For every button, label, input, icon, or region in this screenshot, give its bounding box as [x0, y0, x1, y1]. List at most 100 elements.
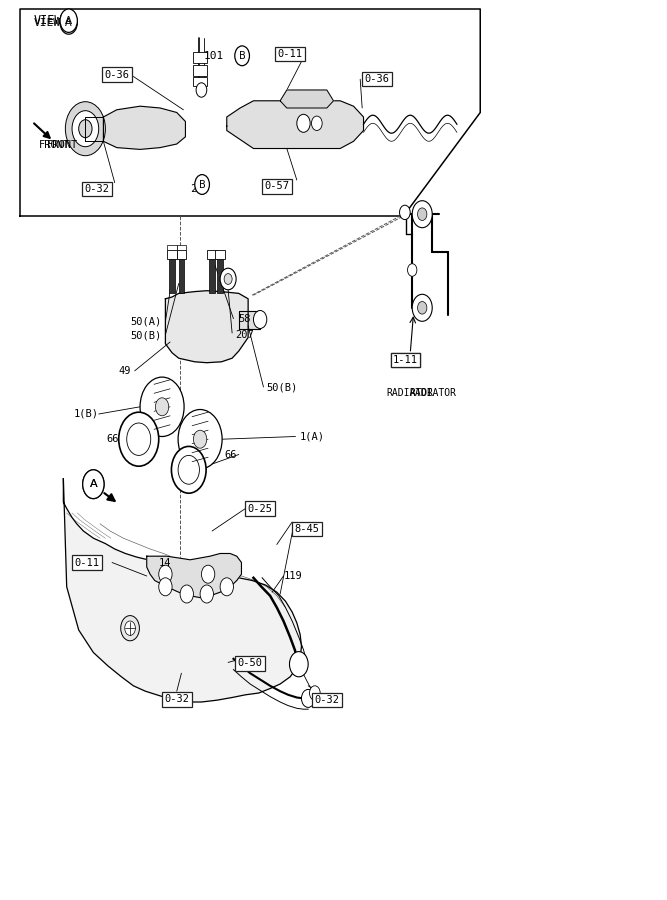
- Text: 58: 58: [239, 313, 251, 324]
- Text: A: A: [89, 479, 97, 490]
- Circle shape: [180, 585, 193, 603]
- Polygon shape: [147, 554, 241, 598]
- Circle shape: [311, 116, 322, 130]
- Circle shape: [72, 111, 99, 147]
- Circle shape: [60, 9, 77, 32]
- Bar: [167, 250, 177, 259]
- Text: 1(A): 1(A): [300, 431, 325, 442]
- Circle shape: [79, 120, 92, 138]
- Text: 49: 49: [119, 365, 131, 376]
- Bar: [169, 259, 175, 293]
- Circle shape: [418, 302, 427, 314]
- Text: 1-11: 1-11: [393, 355, 418, 365]
- Text: 50(B): 50(B): [130, 330, 161, 341]
- Text: 119: 119: [283, 571, 302, 581]
- Circle shape: [201, 565, 215, 583]
- Text: 0-25: 0-25: [247, 503, 273, 514]
- Text: 0-57: 0-57: [264, 181, 289, 192]
- Circle shape: [235, 46, 249, 66]
- Text: 50(B): 50(B): [267, 382, 298, 392]
- Bar: [215, 250, 225, 259]
- Text: 66: 66: [107, 434, 119, 445]
- Circle shape: [195, 175, 209, 194]
- Text: 0-11: 0-11: [74, 557, 99, 568]
- Text: 8-45: 8-45: [294, 524, 319, 535]
- Text: 1-11: 1-11: [393, 355, 418, 365]
- Circle shape: [412, 201, 432, 228]
- Bar: [217, 259, 223, 293]
- Polygon shape: [239, 310, 260, 328]
- Text: B: B: [199, 179, 205, 190]
- Text: RADIATOR: RADIATOR: [386, 388, 433, 399]
- Circle shape: [125, 621, 135, 635]
- Text: 0-50: 0-50: [237, 658, 263, 669]
- Circle shape: [200, 585, 213, 603]
- Circle shape: [297, 114, 310, 132]
- Circle shape: [159, 578, 172, 596]
- Circle shape: [301, 689, 315, 707]
- Polygon shape: [227, 101, 364, 148]
- Circle shape: [253, 310, 267, 328]
- Text: B: B: [239, 50, 245, 61]
- Polygon shape: [103, 106, 185, 149]
- Text: VIEW: VIEW: [33, 14, 62, 27]
- Circle shape: [119, 412, 159, 466]
- Circle shape: [289, 652, 308, 677]
- Bar: [207, 250, 217, 259]
- Bar: [209, 259, 215, 293]
- Text: 1(B): 1(B): [73, 409, 98, 419]
- Text: 0-32: 0-32: [84, 184, 109, 194]
- Text: 0-32: 0-32: [164, 694, 189, 705]
- Circle shape: [83, 470, 104, 499]
- Circle shape: [224, 274, 232, 284]
- Bar: [177, 250, 186, 259]
- Polygon shape: [280, 90, 334, 108]
- Polygon shape: [85, 117, 103, 141]
- Polygon shape: [165, 291, 248, 363]
- Bar: [193, 76, 207, 86]
- Polygon shape: [20, 9, 480, 216]
- Text: 0-11: 0-11: [277, 49, 303, 59]
- Circle shape: [418, 208, 427, 220]
- Text: 0-36: 0-36: [364, 74, 390, 85]
- Circle shape: [83, 470, 104, 499]
- Circle shape: [309, 686, 320, 700]
- Bar: [177, 245, 186, 250]
- Circle shape: [408, 264, 417, 276]
- Text: 207: 207: [235, 329, 253, 340]
- Text: FRONT: FRONT: [39, 140, 70, 150]
- Text: 0-36: 0-36: [104, 69, 129, 80]
- Text: A: A: [65, 15, 72, 26]
- Polygon shape: [63, 479, 301, 702]
- Bar: [193, 65, 207, 76]
- Text: A: A: [89, 479, 97, 490]
- Bar: [193, 52, 207, 63]
- Circle shape: [60, 11, 77, 34]
- Text: 66: 66: [224, 449, 237, 460]
- Bar: [179, 259, 184, 293]
- Bar: [167, 245, 177, 250]
- Circle shape: [400, 205, 410, 220]
- Text: 287: 287: [190, 184, 210, 194]
- Text: RADIATOR: RADIATOR: [410, 388, 456, 399]
- Text: A: A: [65, 17, 72, 28]
- Circle shape: [171, 446, 206, 493]
- Circle shape: [412, 294, 432, 321]
- Circle shape: [220, 578, 233, 596]
- Circle shape: [121, 616, 139, 641]
- Text: VIEW: VIEW: [33, 17, 60, 28]
- Circle shape: [140, 377, 184, 436]
- Circle shape: [159, 565, 172, 583]
- Circle shape: [155, 398, 169, 416]
- Circle shape: [193, 430, 207, 448]
- Circle shape: [220, 268, 236, 290]
- Text: 0-32: 0-32: [314, 695, 340, 706]
- Circle shape: [178, 455, 199, 484]
- Text: 50(A): 50(A): [130, 316, 161, 327]
- Text: FRONT: FRONT: [47, 140, 78, 150]
- Text: 14: 14: [159, 557, 171, 568]
- Circle shape: [196, 83, 207, 97]
- Circle shape: [178, 410, 222, 469]
- Circle shape: [65, 102, 105, 156]
- Circle shape: [127, 423, 151, 455]
